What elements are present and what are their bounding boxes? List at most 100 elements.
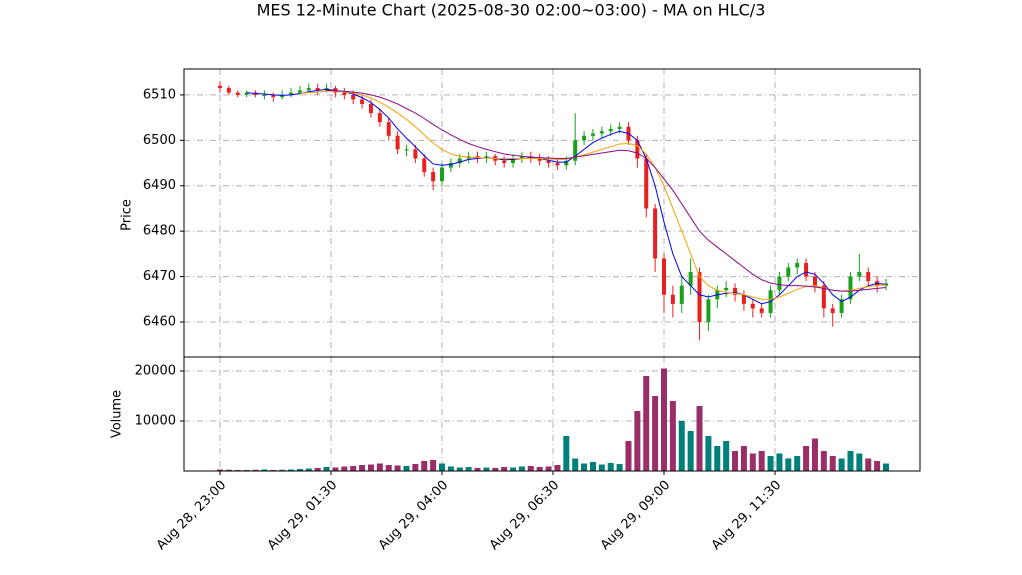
candle-body	[573, 140, 578, 161]
candle-body	[777, 276, 782, 291]
x-tick-label: Aug 29, 11:30	[709, 478, 785, 554]
volume-bar	[803, 446, 810, 471]
volume-bar	[687, 431, 694, 471]
marks	[217, 81, 889, 471]
candle-body	[635, 140, 640, 159]
candle-body	[741, 294, 746, 304]
volume-bar	[367, 464, 374, 471]
volume-bar	[403, 466, 410, 471]
y-tick-label: 6480	[143, 224, 176, 239]
y-axis-title: Price	[120, 199, 135, 231]
x-tick-label: Aug 29, 06:30	[487, 478, 563, 554]
volume-bar	[439, 463, 445, 471]
candle-body	[271, 94, 276, 98]
candle-body	[440, 167, 444, 182]
volume-bar	[536, 467, 543, 471]
volume-bar	[661, 368, 667, 471]
candle-body	[244, 92, 249, 95]
candle-body	[457, 158, 462, 164]
volume-bar	[607, 463, 614, 471]
moving-average	[299, 90, 887, 300]
candle-body	[608, 128, 613, 132]
moving-average	[246, 88, 887, 305]
candle-body	[297, 90, 302, 93]
candle-body	[706, 299, 711, 323]
candle-body	[404, 149, 409, 151]
volume-bar	[847, 451, 854, 471]
volume-bar	[483, 467, 490, 471]
volume-bar	[510, 467, 517, 471]
candle-body	[857, 272, 862, 277]
candle-body	[226, 88, 231, 93]
volume-bar	[696, 406, 703, 471]
volume-bar	[749, 453, 756, 471]
x-tick-label: Aug 29, 01:30	[265, 478, 341, 554]
volume-bar	[811, 438, 818, 471]
volume-bar	[447, 466, 454, 471]
candle-body	[431, 172, 436, 182]
price-frame	[183, 68, 921, 358]
volume-bar	[820, 451, 827, 471]
volume-bar	[874, 461, 881, 471]
candle-body	[679, 285, 684, 304]
candle-body	[733, 287, 738, 295]
volume-bar	[456, 467, 463, 471]
candle-body	[289, 92, 294, 95]
volume-bar	[589, 462, 596, 471]
volume-bar	[643, 376, 650, 471]
candle-body	[662, 258, 666, 295]
volume-bar	[678, 421, 685, 471]
candle-body	[502, 160, 507, 164]
volume-bar	[545, 466, 552, 471]
volume-bar	[314, 468, 321, 471]
candle-body	[724, 287, 729, 291]
candle-body	[519, 156, 524, 159]
volume-bar	[465, 467, 472, 471]
volume-bar	[385, 465, 392, 471]
moving-average	[326, 89, 887, 292]
volume-bar	[394, 465, 401, 471]
volume-bar	[634, 411, 641, 471]
volume-bar	[421, 461, 428, 471]
volume-bar	[572, 458, 579, 471]
candle-body	[759, 308, 764, 313]
y-tick-label: 6510	[143, 87, 176, 102]
volume-bar	[856, 453, 863, 471]
volume-bar	[296, 469, 303, 471]
candle-body	[395, 135, 400, 150]
candle-body	[786, 267, 791, 277]
volume-bar	[598, 464, 605, 471]
y-tick-label: 10000	[135, 414, 176, 429]
volume-bar	[252, 469, 259, 471]
x-tick-label: Aug 28, 23:00	[154, 478, 230, 554]
volume-bar	[740, 446, 747, 471]
volume-axis-title: Volume	[110, 390, 125, 438]
candle-body	[804, 262, 809, 277]
candle-body	[351, 94, 356, 100]
candle-body	[670, 294, 675, 304]
candle-body	[368, 103, 373, 114]
y-tick-label: 6470	[143, 269, 176, 284]
volume-bar	[669, 401, 676, 471]
candle-body	[653, 208, 658, 259]
y-tick-label: 6460	[143, 315, 176, 330]
candle-body	[866, 272, 871, 282]
candle-body	[537, 158, 542, 161]
candle-body	[377, 113, 382, 123]
candle-body	[884, 283, 888, 286]
volume-bar	[225, 469, 232, 471]
candle-body	[306, 88, 311, 91]
volume-bar	[723, 441, 730, 471]
y-tick-label: 6490	[143, 178, 176, 193]
candle-body	[750, 303, 755, 309]
candle-body	[218, 85, 222, 89]
volume-bar	[350, 466, 357, 471]
volume-bar	[883, 463, 889, 471]
volume-bar	[581, 463, 588, 471]
candle-body	[644, 158, 649, 209]
candle-body	[280, 94, 285, 98]
candle-body	[617, 126, 622, 129]
candle-body	[235, 92, 240, 95]
volume-bar	[714, 446, 721, 471]
volume-bar	[412, 464, 419, 471]
